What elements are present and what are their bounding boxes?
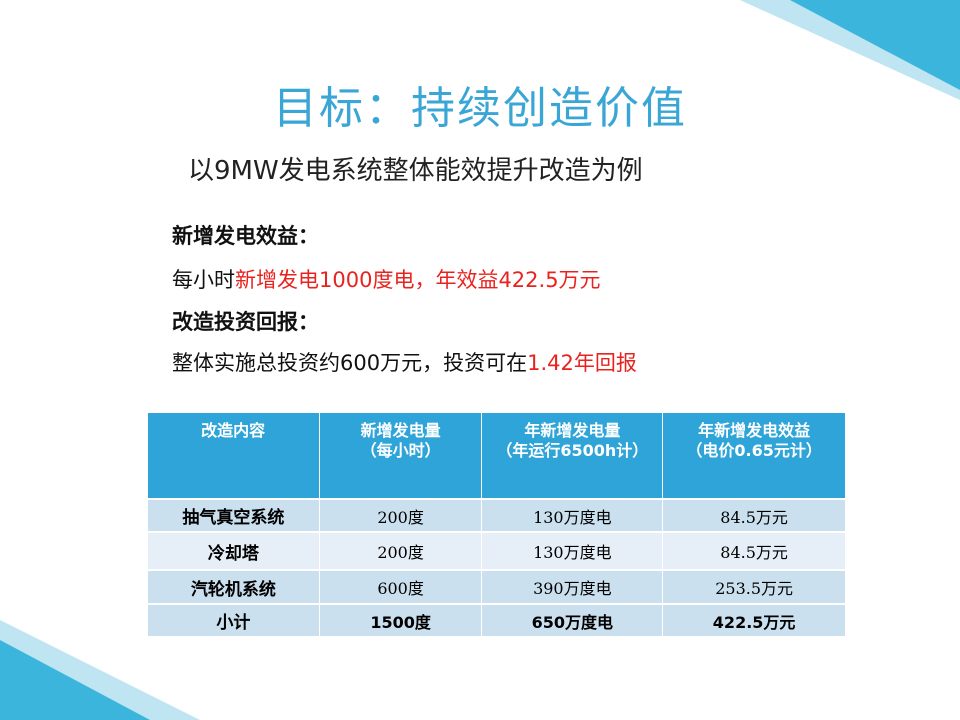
section1-prefix: 每小时 [172, 268, 235, 292]
header-line1: 年新增发电量 [524, 421, 621, 440]
table-cell: 390万度电 [481, 569, 664, 605]
table-cell: 小计 [147, 603, 320, 638]
subtitle: 以9MW发电系统整体能效提升改造为例 [188, 156, 643, 186]
header-cell: 新增发电量 （每小时） [319, 413, 483, 499]
header-cell: 年新增发电量 （年运行6500h计） [481, 413, 664, 499]
table-cell: 冷却塔 [147, 531, 320, 571]
table-row: 冷却塔 200度 130万度电 84.5万元 [147, 531, 846, 571]
header-line1: 新增发电量 [360, 421, 441, 440]
top-right-triangle-dark [790, 0, 960, 90]
bottom-left-triangle-dark [0, 640, 150, 720]
benefit-table: 改造内容 新增发电量 （每小时） 年新增发电量 （年运行6500h计） 年新增发电效… [147, 413, 846, 638]
table-cell: 84.5万元 [662, 531, 846, 571]
section2-highlight: 1.42年回报 [527, 351, 637, 375]
table-cell: 200度 [318, 498, 483, 533]
section1-text: 每小时新增发电1000度电，年效益422.5万元 [172, 264, 601, 294]
table-header-row: 改造内容 新增发电量 （每小时） 年新增发电量 （年运行6500h计） 年新增发电效… [147, 413, 846, 499]
section1-highlight: 新增发电1000度电，年效益422.5万元 [235, 268, 601, 292]
table-cell: 650万度电 [481, 603, 664, 638]
table-cell: 1500度 [318, 603, 483, 638]
section2-prefix: 整体实施总投资约600万元，投资可在 [172, 351, 528, 375]
table-cell: 422.5万元 [662, 603, 846, 638]
header-line2: （年运行6500h计） [496, 441, 649, 460]
table-row: 汽轮机系统 600度 390万度电 253.5万元 [147, 569, 846, 605]
table-row: 小计 1500度 650万度电 422.5万元 [147, 603, 846, 638]
table-cell: 汽轮机系统 [147, 569, 320, 605]
table-cell: 253.5万元 [662, 569, 846, 605]
table-cell: 200度 [318, 531, 483, 571]
table-cell: 130万度电 [481, 498, 664, 533]
table-cell: 抽气真空系统 [147, 498, 320, 533]
page-title: 目标：持续创造价值 [273, 83, 687, 134]
section1-heading: 新增发电效益： [172, 224, 319, 248]
header-line1: 年新增发电效益 [698, 421, 811, 440]
header-line1: 改造内容 [201, 421, 266, 440]
table-cell: 600度 [318, 569, 483, 605]
header-cell: 改造内容 [147, 413, 320, 499]
section2-heading: 改造投资回报： [172, 310, 319, 334]
table-cell: 130万度电 [481, 531, 664, 571]
header-line2: （电价0.65元计） [686, 441, 822, 460]
table-cell: 84.5万元 [662, 498, 846, 533]
header-cell: 年新增发电效益 （电价0.65元计） [662, 413, 846, 499]
table-row: 抽气真空系统 200度 130万度电 84.5万元 [147, 498, 846, 533]
header-line2: （每小时） [360, 441, 441, 460]
section2-text: 整体实施总投资约600万元，投资可在1.42年回报 [172, 347, 637, 377]
